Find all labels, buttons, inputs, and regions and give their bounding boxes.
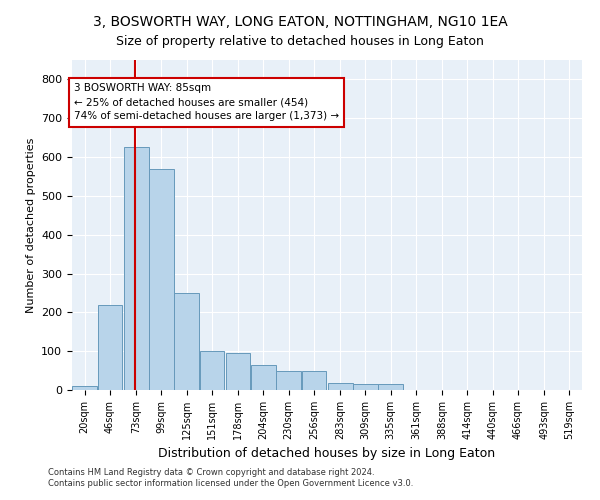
Text: Contains HM Land Registry data © Crown copyright and database right 2024.
Contai: Contains HM Land Registry data © Crown c…	[48, 468, 413, 487]
Bar	[124, 148, 149, 390]
X-axis label: Distribution of detached houses by size in Long Eaton: Distribution of detached houses by size …	[158, 448, 496, 460]
Bar	[199, 351, 224, 390]
Bar	[328, 383, 353, 390]
Bar	[97, 304, 122, 390]
Bar	[378, 384, 403, 390]
Bar	[276, 370, 301, 390]
Text: 3 BOSWORTH WAY: 85sqm
← 25% of detached houses are smaller (454)
74% of semi-det: 3 BOSWORTH WAY: 85sqm ← 25% of detached …	[74, 84, 339, 122]
Y-axis label: Number of detached properties: Number of detached properties	[26, 138, 35, 312]
Bar	[353, 384, 378, 390]
Bar	[149, 168, 174, 390]
Text: Size of property relative to detached houses in Long Eaton: Size of property relative to detached ho…	[116, 35, 484, 48]
Bar	[226, 353, 251, 390]
Bar	[251, 365, 276, 390]
Bar	[174, 293, 199, 390]
Text: 3, BOSWORTH WAY, LONG EATON, NOTTINGHAM, NG10 1EA: 3, BOSWORTH WAY, LONG EATON, NOTTINGHAM,…	[92, 15, 508, 29]
Bar	[302, 370, 326, 390]
Bar	[72, 386, 97, 390]
